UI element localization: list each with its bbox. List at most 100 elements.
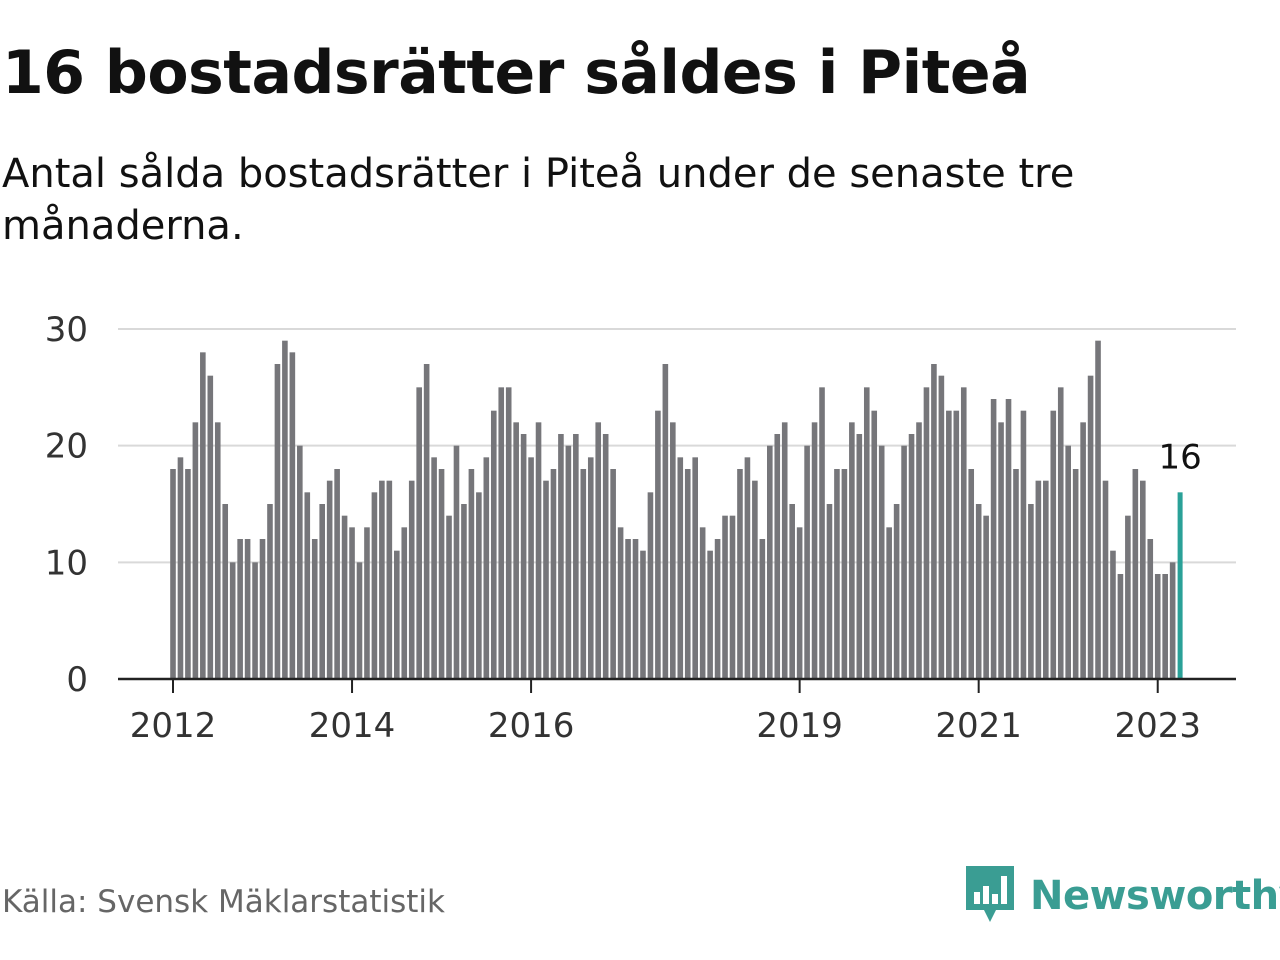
bar: [670, 422, 676, 679]
bar: [908, 434, 915, 679]
bar: [946, 410, 952, 679]
bar: [752, 480, 758, 679]
y-tick-label: 30: [45, 310, 88, 350]
gridlines: [118, 328, 1236, 564]
bar: [647, 492, 654, 679]
bar: [252, 562, 258, 679]
bar: [1087, 375, 1094, 679]
bar: [714, 539, 721, 679]
bar: [625, 539, 631, 679]
bar: [767, 445, 773, 679]
bar: [535, 422, 542, 679]
data-labels: 16: [1158, 437, 1201, 477]
bar: [341, 515, 348, 679]
bar: [200, 352, 206, 679]
bar: [774, 434, 781, 679]
bar: [565, 445, 572, 679]
bar: [916, 422, 922, 679]
bar: [222, 504, 229, 679]
bar: [505, 387, 512, 679]
x-axis: [118, 677, 1236, 693]
bar: [349, 527, 355, 679]
x-tick-label: 2023: [1114, 706, 1201, 746]
bar: [617, 527, 624, 679]
bar: [431, 457, 437, 679]
bar: [602, 434, 609, 679]
source-note: Källa: Svensk Mäklarstatistik: [2, 884, 445, 920]
bar: [931, 364, 937, 679]
x-axis-tick-labels: 2012 2014 2016 2019 2021 2023: [130, 706, 1201, 746]
bar: [289, 352, 296, 679]
bar: [1020, 410, 1027, 679]
bar: [1028, 504, 1034, 679]
bar: [304, 492, 311, 679]
bar: [1110, 550, 1116, 679]
bar: [207, 375, 214, 679]
bar: [438, 469, 445, 679]
bar: [334, 469, 340, 679]
bar: [834, 469, 840, 679]
bar: [923, 387, 930, 679]
bar: [863, 387, 870, 679]
bar: [684, 469, 691, 679]
bar: [408, 480, 415, 679]
bar: [416, 387, 422, 679]
bar: [998, 422, 1004, 679]
bar: [520, 434, 527, 679]
bar: [1117, 574, 1124, 679]
y-tick-label: 10: [45, 543, 88, 583]
bar: [1132, 469, 1139, 679]
x-tick-label: 2021: [935, 706, 1022, 746]
bar: [573, 434, 579, 679]
bar: [513, 422, 519, 679]
bar: [1043, 480, 1049, 679]
bar: [192, 422, 199, 679]
bar: [311, 539, 318, 679]
bar: [170, 469, 176, 679]
bar: [394, 550, 400, 679]
bar: [1072, 469, 1079, 679]
bar: [819, 387, 825, 679]
bar: [1147, 539, 1154, 679]
bar: [737, 469, 743, 679]
bar: [938, 375, 945, 679]
bar: [990, 399, 997, 679]
bar: [692, 457, 698, 679]
bar: [632, 539, 639, 679]
bar: [677, 457, 684, 679]
y-axis-tick-labels: 0 10 20 30: [45, 310, 88, 700]
bar: [1005, 399, 1012, 679]
bar: [468, 469, 475, 679]
bar: [849, 422, 855, 679]
bar: [1013, 469, 1019, 679]
x-tick-label: 2019: [756, 706, 843, 746]
bar: [490, 410, 497, 679]
bar: [476, 492, 482, 679]
bar: [722, 515, 728, 679]
bar: [319, 504, 325, 679]
bar: [528, 457, 534, 679]
bar: [841, 469, 848, 679]
bar: [729, 515, 736, 679]
bar: [453, 445, 460, 679]
bar: [461, 504, 467, 679]
bar: [229, 562, 236, 679]
bar: [707, 550, 713, 679]
bar: [901, 445, 907, 679]
bar: [282, 340, 288, 679]
bar: [1125, 515, 1131, 679]
bar: [960, 387, 967, 679]
bar: [423, 364, 430, 679]
bar: [878, 445, 885, 679]
bar: [185, 469, 191, 679]
bar: [1065, 445, 1071, 679]
bar: [953, 410, 960, 679]
bar: [968, 469, 975, 679]
x-tick-label: 2016: [488, 706, 575, 746]
bar: [1057, 387, 1064, 679]
bar: [804, 445, 810, 679]
brand-name: Newsworthy: [1030, 873, 1280, 919]
bar: [893, 504, 900, 679]
bar: [237, 539, 243, 679]
bar: [759, 539, 766, 679]
